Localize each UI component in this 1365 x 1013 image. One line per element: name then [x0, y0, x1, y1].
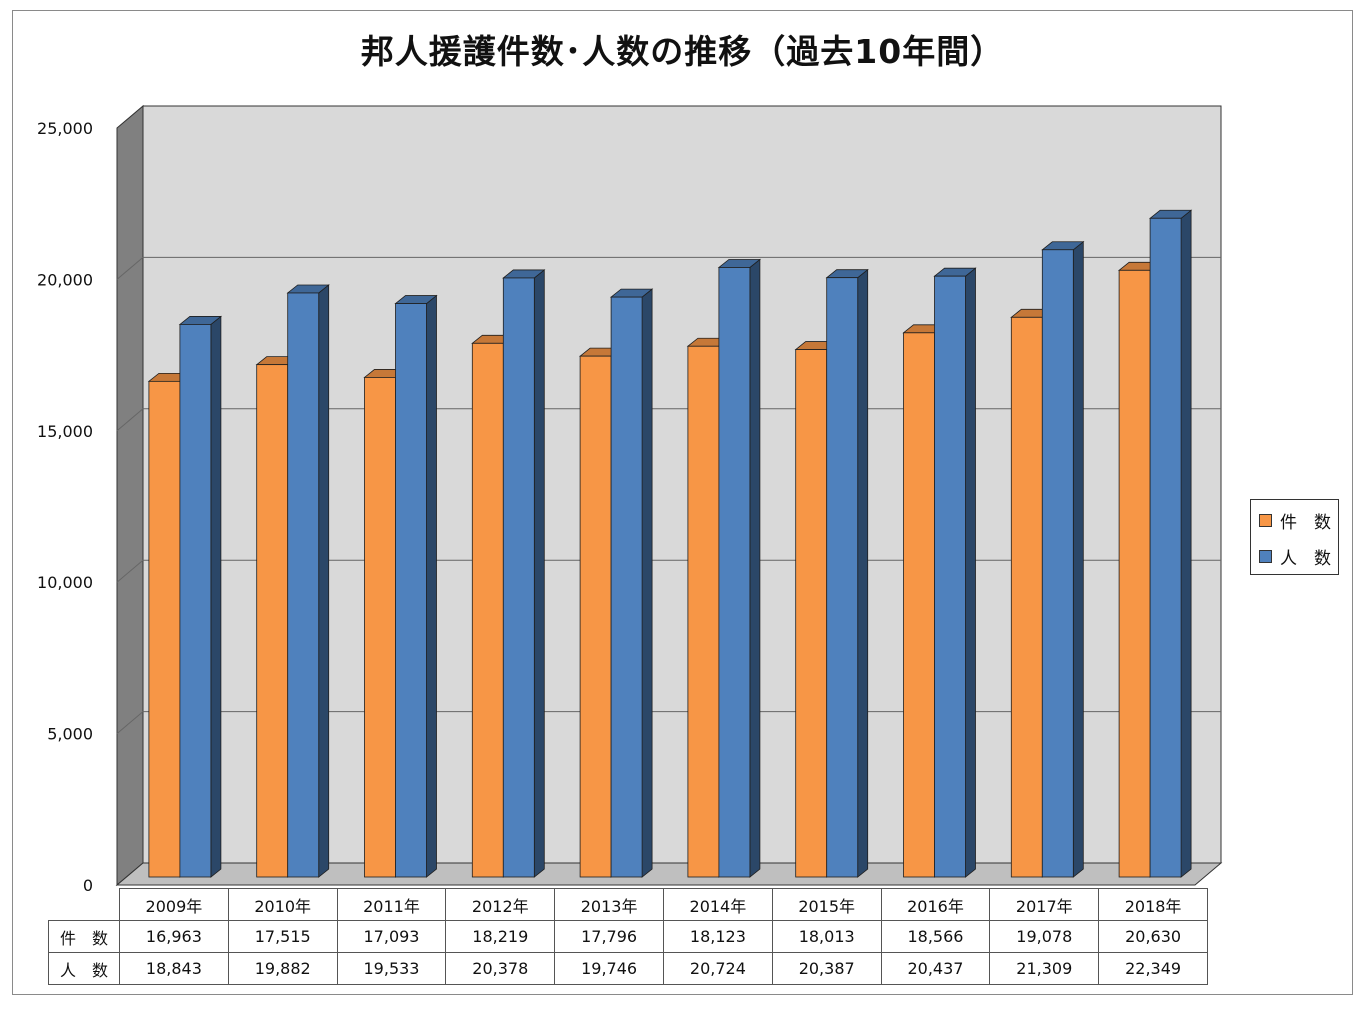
- table-cell: 18,013: [771, 920, 882, 953]
- table-row: 件 数 16,963 17,515 17,093 18,219 17,796 18,123 1…: [48, 920, 1208, 953]
- bar-front: [826, 277, 859, 878]
- table-cell: 17,796: [554, 920, 664, 953]
- bar-front: [687, 345, 720, 878]
- bar-side: [749, 258, 761, 878]
- table-row-label: 件 数: [48, 920, 120, 953]
- bar-series2-3: [502, 269, 546, 878]
- y-tick-label: 10,000: [37, 573, 93, 592]
- bar-series2-2: [394, 294, 438, 878]
- table-cell: 19,746: [554, 952, 664, 985]
- bar-series2-8: [1041, 240, 1085, 878]
- y-tick-label: 5,000: [47, 725, 93, 744]
- table-cell: 20,724: [662, 952, 773, 985]
- gridline: [116, 256, 1221, 280]
- table-header-cell: 2009年: [119, 888, 229, 921]
- table-header-cell: 2017年: [989, 888, 1100, 921]
- legend-label-series2: 人 数: [1280, 548, 1331, 569]
- bar-front: [1118, 269, 1151, 878]
- table-header-cell: 2014年: [662, 888, 773, 921]
- bar-series2-1: [286, 284, 330, 878]
- bar-front: [179, 324, 212, 878]
- legend: 件 数 人 数: [1250, 499, 1339, 575]
- bar-front: [471, 342, 504, 878]
- table-header-cell: 2018年: [1098, 888, 1208, 921]
- bar-front: [795, 349, 828, 878]
- table-cell: 17,093: [336, 920, 447, 953]
- bar-side: [857, 268, 869, 878]
- table-header-cell: 2010年: [227, 888, 338, 921]
- legend-item-series2: 人 数: [1259, 544, 1331, 569]
- chart-frame: [12, 10, 1353, 995]
- table-cell: 20,387: [771, 952, 882, 985]
- table-cell: 19,078: [989, 920, 1100, 953]
- table-cell: 18,219: [445, 920, 556, 953]
- bar-front: [256, 364, 289, 878]
- bar-front: [718, 267, 751, 878]
- table-cell: 22,349: [1098, 952, 1208, 985]
- table-row-label: [48, 888, 120, 921]
- y-tick-label: 15,000: [37, 422, 93, 441]
- bar-front: [395, 303, 427, 878]
- bar-front: [148, 380, 181, 878]
- table-cell: 18,843: [119, 952, 229, 985]
- y-tick-label: 25,000: [37, 119, 93, 138]
- table-cell: 18,566: [880, 920, 991, 953]
- bar-series2-4: [609, 288, 654, 878]
- bar-side: [318, 284, 330, 878]
- bar-front: [1149, 217, 1182, 878]
- bar-series2-0: [178, 315, 223, 878]
- table-cell: 20,630: [1098, 920, 1208, 953]
- bar-side: [641, 288, 653, 878]
- bar-side: [965, 267, 976, 878]
- bar-front: [1010, 316, 1043, 878]
- table-cell: 20,437: [880, 952, 991, 985]
- table-cell: 21,309: [989, 952, 1100, 985]
- table-row: 人 数 18,843 19,882 19,533 20,378 19,746 20,724 2…: [48, 952, 1208, 985]
- table-header-cell: 2013年: [554, 888, 664, 921]
- bar-front: [934, 275, 966, 878]
- table-header-row: 2009年 2010年 2011年 2012年 2013年 2014年 2015年 2016年…: [48, 888, 1208, 921]
- bar-front: [610, 296, 643, 878]
- y-tick-label: 20,000: [37, 270, 93, 289]
- bar-side: [533, 269, 545, 878]
- table-header-cell: 2011年: [336, 888, 447, 921]
- bar-series2-5: [717, 258, 762, 878]
- bar-front: [364, 377, 396, 878]
- bar-side: [426, 294, 437, 878]
- bar-front: [287, 292, 320, 878]
- bar-front: [903, 332, 935, 878]
- bar-side: [210, 315, 222, 878]
- table-cell: 19,882: [227, 952, 338, 985]
- table-cell: 20,378: [445, 952, 556, 985]
- bar-series2-9: [1148, 209, 1193, 878]
- legend-item-series1: 件 数: [1259, 508, 1331, 533]
- table-header-cell: 2015年: [771, 888, 882, 921]
- bar-series2-7: [933, 267, 977, 878]
- table-row-label: 人 数: [48, 952, 120, 985]
- legend-label-series1: 件 数: [1280, 512, 1331, 533]
- table-header-cell: 2016年: [880, 888, 991, 921]
- bar-front: [1041, 249, 1074, 878]
- table-cell: 17,515: [227, 920, 338, 953]
- data-table: 2009年 2010年 2011年 2012年 2013年 2014年 2015年 2016年…: [48, 888, 1208, 985]
- y-tick-label: 0: [83, 876, 93, 895]
- bar-front: [502, 277, 535, 878]
- table-header-cell: 2012年: [445, 888, 556, 921]
- bar-side: [1180, 209, 1192, 878]
- chart-title: 邦人援護件数･人数の推移（過去10年間）: [360, 32, 1005, 71]
- plot-side-wall: [116, 104, 144, 887]
- legend-swatch-series2: [1259, 549, 1272, 563]
- table-cell: 18,123: [662, 920, 773, 953]
- table-cell: 19,533: [336, 952, 447, 985]
- legend-swatch-series1: [1259, 513, 1272, 527]
- bar-side: [1072, 240, 1084, 878]
- table-cell: 16,963: [119, 920, 229, 953]
- bar-front: [579, 355, 612, 878]
- bar-series2-6: [825, 268, 869, 878]
